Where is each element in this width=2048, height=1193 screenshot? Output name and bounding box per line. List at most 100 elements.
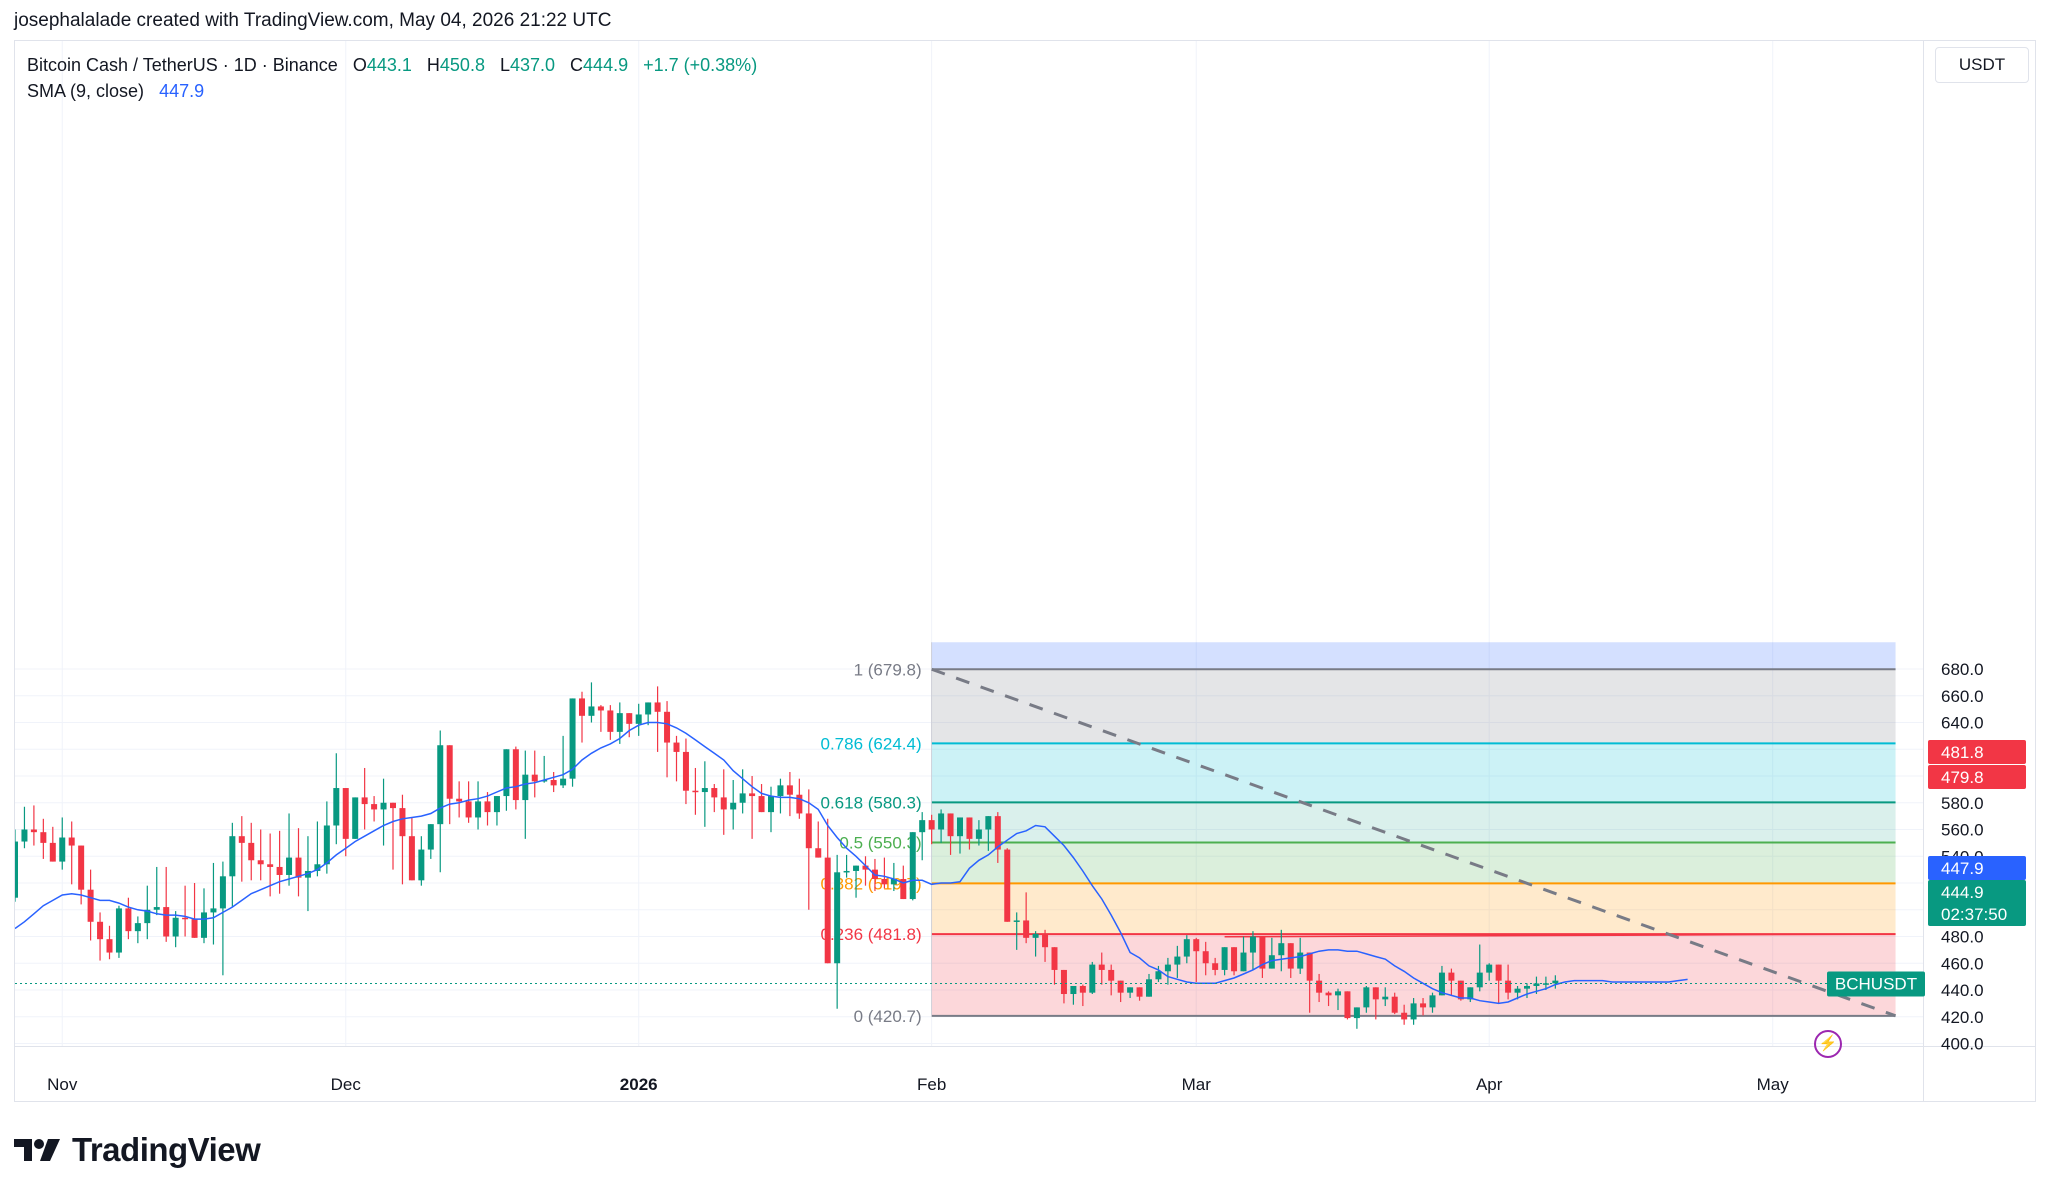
candle xyxy=(97,912,104,961)
candle-body xyxy=(352,797,359,839)
candle-body xyxy=(1306,952,1313,981)
candle xyxy=(352,797,359,839)
candle xyxy=(1514,985,1521,1000)
price-tick-label: 420.0 xyxy=(1941,1008,1984,1027)
candle-body xyxy=(427,824,434,850)
candle xyxy=(720,769,727,835)
candle xyxy=(361,767,368,830)
close-label: C xyxy=(570,55,584,75)
candle xyxy=(1335,988,1341,1011)
lightning-icon[interactable]: ⚡ xyxy=(1814,1030,1842,1058)
price-tick-label: 660.0 xyxy=(1941,687,1984,706)
candle xyxy=(1004,848,1011,922)
candle xyxy=(342,788,349,857)
candle-body xyxy=(550,780,557,786)
candle xyxy=(928,814,935,845)
candle xyxy=(503,749,510,811)
countdown-label: 02:37:50 xyxy=(1941,905,2007,924)
candle-body xyxy=(815,848,822,858)
candle xyxy=(919,812,926,861)
candle-body xyxy=(257,860,264,865)
candle-body xyxy=(701,788,708,793)
currency-button[interactable]: USDT xyxy=(1935,47,2029,83)
candle xyxy=(390,802,396,870)
legend-sma-row: SMA (9, close) 447.9 xyxy=(27,78,757,104)
price-badge-label: 444.9 xyxy=(1941,883,1984,902)
low-label: L xyxy=(499,55,510,75)
candle-body xyxy=(673,742,680,752)
candle-body xyxy=(739,793,746,803)
candle-body xyxy=(1013,920,1020,922)
candle-body xyxy=(1042,933,1049,948)
candle-body xyxy=(607,710,614,732)
candle xyxy=(1164,957,1171,985)
candle xyxy=(654,686,661,752)
candle-body xyxy=(333,788,340,826)
candle-body xyxy=(219,876,226,909)
fib-level-label: 0 (420.7) xyxy=(854,1007,922,1026)
symbol-tag-label: BCHUSDT xyxy=(1835,974,1917,993)
candle xyxy=(579,691,585,743)
candle-body xyxy=(1108,969,1115,981)
candle xyxy=(1051,947,1058,985)
candle-body xyxy=(616,713,623,732)
open-label: O xyxy=(352,55,367,75)
candle xyxy=(219,861,226,976)
candle xyxy=(59,817,66,870)
candle-body xyxy=(645,702,652,715)
candle-body xyxy=(163,907,170,937)
candle xyxy=(446,745,453,825)
candle-body xyxy=(1316,980,1323,993)
fib-level-label: 1 (679.8) xyxy=(854,660,922,679)
time-tick-label: Mar xyxy=(1182,1075,1212,1094)
candle-body xyxy=(134,923,141,932)
candle-body xyxy=(1278,943,1285,956)
fib-band xyxy=(931,743,1896,803)
candle xyxy=(909,832,916,901)
chart-pane[interactable] xyxy=(14,40,2036,1102)
fib-level-label: 0.236 (481.8) xyxy=(821,925,922,944)
candle xyxy=(1316,973,1323,1003)
candle xyxy=(1438,965,1445,996)
candle-body xyxy=(909,832,916,900)
candle-body xyxy=(1098,964,1105,970)
candle-body xyxy=(390,802,396,809)
candle-body xyxy=(985,816,992,830)
price-badge-label: 479.8 xyxy=(1941,768,1984,787)
candle-body xyxy=(1476,972,1483,988)
sma-label[interactable]: SMA (9, close) xyxy=(27,81,145,101)
candle-body xyxy=(654,702,661,712)
candle-body xyxy=(1363,987,1370,1008)
candle-body xyxy=(1353,1007,1360,1019)
candle-body xyxy=(1164,964,1171,972)
open-value: 443.1 xyxy=(366,55,412,75)
symbol-title[interactable]: Bitcoin Cash / TetherUS · 1D · Binance xyxy=(27,55,338,75)
candle-body xyxy=(503,749,510,797)
fib-band-above xyxy=(931,642,1896,670)
candle xyxy=(947,813,954,855)
candle-body xyxy=(1524,985,1530,989)
candle xyxy=(106,925,113,960)
candle xyxy=(966,817,973,850)
candle-body xyxy=(711,788,718,798)
candle xyxy=(805,789,812,910)
candle xyxy=(560,735,567,789)
candle-body xyxy=(87,889,94,922)
price-badge xyxy=(1928,856,2026,880)
candle-body xyxy=(1004,849,1011,922)
candle-body xyxy=(15,841,18,898)
candle xyxy=(824,818,831,964)
candle xyxy=(730,780,737,830)
price-tick-label: 640.0 xyxy=(1941,714,1984,733)
author-credit: josephalalade created with TradingView.c… xyxy=(14,10,612,31)
candle xyxy=(49,826,56,862)
candle-body xyxy=(446,745,453,799)
price-tick-label: 560.0 xyxy=(1941,821,1984,840)
candle xyxy=(1420,998,1427,1016)
candle xyxy=(531,750,538,798)
candle xyxy=(1391,992,1398,1015)
candle-body xyxy=(248,842,255,861)
candle xyxy=(1231,947,1238,976)
candle xyxy=(144,885,151,940)
